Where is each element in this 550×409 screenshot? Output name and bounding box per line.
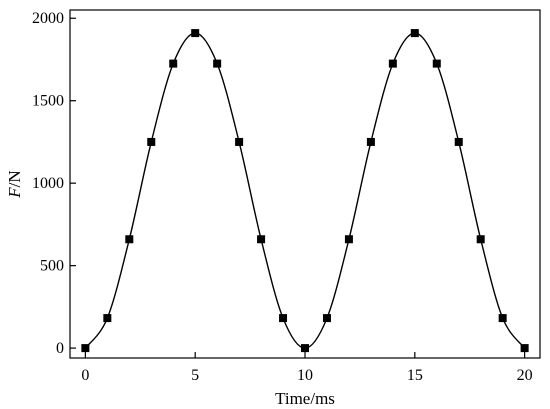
x-tick-label: 15	[407, 367, 423, 384]
data-point-marker	[213, 59, 222, 68]
data-point-marker	[191, 29, 200, 38]
data-point-marker	[520, 344, 529, 353]
data-point-marker	[410, 29, 419, 38]
x-axis-ticks: 0 5 10 15 20	[81, 352, 533, 384]
data-point-marker	[257, 235, 266, 244]
x-tick-label: 10	[297, 367, 313, 384]
y-tick-label: 1500	[32, 93, 64, 110]
x-axis-label: Time/ms	[275, 389, 335, 408]
y-axis-ticks: 0 500 1000 1500 2000	[32, 10, 76, 357]
data-markers	[81, 29, 529, 353]
y-tick-label: 2000	[32, 10, 64, 27]
data-point-marker	[498, 314, 507, 323]
x-tick-label: 20	[517, 367, 533, 384]
data-point-marker	[235, 137, 244, 146]
data-point-marker	[388, 59, 397, 68]
fitted-curve-line	[84, 32, 526, 349]
data-point-marker	[476, 235, 485, 244]
plot-frame	[69, 9, 541, 359]
x-tick-label: 5	[191, 367, 199, 384]
data-point-marker	[344, 235, 353, 244]
data-point-marker	[432, 59, 441, 68]
x-tick-label: 0	[81, 367, 89, 384]
data-point-marker	[169, 59, 178, 68]
data-point-marker	[279, 314, 288, 323]
y-tick-label: 500	[40, 258, 64, 275]
y-tick-label: 0	[56, 340, 64, 357]
y-tick-label: 1000	[32, 175, 64, 192]
y-axis-label-unit: /N	[5, 170, 24, 187]
y-axis-label: F/N	[5, 170, 24, 198]
data-point-marker	[125, 235, 134, 244]
y-axis-label-symbol: F	[5, 187, 24, 199]
data-point-marker	[81, 344, 90, 353]
data-point-marker	[366, 137, 375, 146]
data-point-marker	[322, 314, 331, 323]
data-point-marker	[454, 137, 463, 146]
data-point-marker	[147, 137, 156, 146]
data-point-marker	[301, 344, 309, 353]
data-point-marker	[103, 314, 112, 323]
